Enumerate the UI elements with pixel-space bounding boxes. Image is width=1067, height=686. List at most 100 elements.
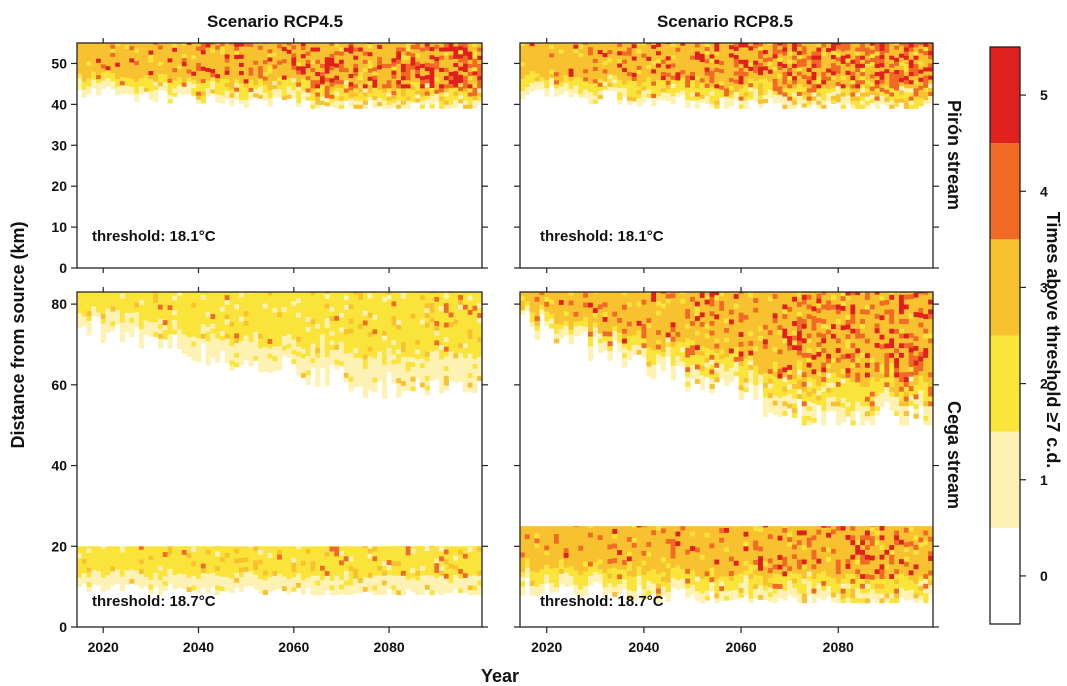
heatmap-cell — [239, 99, 245, 104]
heatmap-cell — [234, 74, 240, 80]
heatmap-cell — [453, 555, 459, 561]
heatmap-cell — [529, 45, 535, 51]
heatmap-cell — [631, 315, 638, 321]
heatmap-cell — [372, 551, 378, 557]
heatmap-cell — [607, 326, 613, 332]
heatmap-cell — [148, 321, 154, 328]
heatmap-cell — [272, 580, 278, 586]
heatmap-cell — [253, 297, 259, 303]
panel-piron-rcp85: threshold: 18.1°C — [519, 42, 934, 269]
heatmap-cell — [458, 347, 464, 354]
heatmap-cell — [248, 297, 254, 304]
heatmap-cell — [563, 62, 569, 67]
heatmap-cell — [172, 584, 178, 590]
heatmap-cell — [448, 55, 454, 60]
heatmap-cell — [443, 297, 450, 304]
heatmap-cell — [243, 301, 249, 307]
heatmap-cell — [196, 318, 202, 324]
heatmap-cell — [458, 558, 464, 565]
heatmap-cell — [772, 49, 778, 55]
heatmap-cell — [386, 47, 392, 52]
heatmap-cell — [324, 546, 330, 552]
heatmap-cell — [191, 79, 197, 84]
heatmap-cell — [96, 580, 102, 586]
heatmap-cell — [105, 65, 111, 71]
heatmap-cell — [544, 296, 550, 302]
heatmap-cell — [258, 328, 264, 334]
heatmap-cell — [830, 87, 837, 92]
heatmap-cell — [167, 333, 173, 340]
heatmap-cell — [477, 375, 483, 381]
heatmap-cell — [879, 62, 885, 68]
heatmap-cell — [405, 371, 411, 377]
heatmap-cell — [162, 580, 168, 586]
heatmap-cell — [381, 55, 388, 60]
heatmap-cell — [339, 336, 345, 342]
heatmap-cell — [529, 74, 535, 79]
heatmap-cell — [86, 65, 92, 70]
heatmap-cell — [219, 552, 226, 558]
heatmap-cell — [850, 43, 856, 48]
heatmap-cell — [138, 573, 145, 579]
heatmap-cell — [651, 311, 657, 317]
heatmap-cell — [210, 347, 216, 353]
heatmap-cell — [110, 64, 116, 70]
heatmap-cell — [424, 356, 430, 362]
heatmap-cell — [467, 47, 473, 52]
heatmap-cell — [772, 62, 778, 67]
heatmap-cell — [607, 306, 613, 313]
heatmap-cell — [748, 58, 754, 63]
heatmap-cell — [248, 566, 254, 572]
heatmap-cell — [690, 87, 696, 93]
heatmap-cell — [300, 324, 307, 330]
heatmap-cell — [894, 53, 900, 58]
heatmap-cell — [253, 336, 259, 342]
heatmap-cell — [86, 552, 92, 558]
heatmap-cell — [219, 301, 226, 307]
heatmap-cell — [420, 67, 426, 73]
heatmap-cell — [458, 94, 464, 100]
heatmap-cell — [191, 63, 197, 68]
heatmap-cell — [219, 547, 226, 553]
heatmap-cell — [617, 71, 623, 76]
heatmap-cell — [158, 57, 164, 62]
heatmap-cell — [864, 75, 871, 81]
heatmap-cell — [401, 346, 407, 352]
heatmap-cell — [177, 563, 183, 569]
heatmap-cell — [690, 63, 696, 68]
heatmap-cell — [119, 561, 126, 567]
heatmap-cell — [588, 307, 594, 313]
heatmap-cell — [267, 557, 273, 563]
heatmap-cell — [253, 311, 259, 318]
heatmap-cell — [429, 351, 435, 357]
heatmap-cell — [913, 63, 919, 68]
heatmap-cell — [234, 54, 240, 59]
heatmap-cell — [267, 52, 273, 58]
heatmap-cell — [372, 324, 378, 330]
heatmap-cell — [186, 56, 192, 62]
heatmap-cell — [148, 82, 154, 88]
heatmap-cell — [602, 43, 608, 45]
heatmap-cell — [81, 60, 87, 66]
heatmap-cell — [439, 100, 445, 105]
heatmap-cell — [612, 306, 618, 312]
heatmap-cell — [96, 46, 102, 51]
heatmap-cell — [539, 64, 545, 70]
heatmap-cell — [234, 546, 240, 549]
heatmap-cell — [215, 57, 221, 62]
heatmap-cell — [549, 48, 555, 54]
heatmap-cell — [429, 375, 435, 381]
heatmap-cell — [239, 306, 245, 313]
heatmap-cell — [617, 293, 623, 299]
heatmap-cell — [401, 55, 407, 60]
heatmap-cell — [105, 322, 111, 328]
heatmap-cell — [219, 325, 226, 331]
heatmap-cell — [358, 67, 364, 73]
heatmap-cell — [453, 299, 459, 305]
heatmap-cell — [158, 292, 164, 296]
heatmap-cell — [229, 68, 235, 74]
heatmap-cell — [239, 572, 245, 578]
heatmap-cell — [262, 327, 268, 333]
heatmap-cell — [743, 63, 749, 68]
heatmap-cell — [918, 56, 924, 62]
